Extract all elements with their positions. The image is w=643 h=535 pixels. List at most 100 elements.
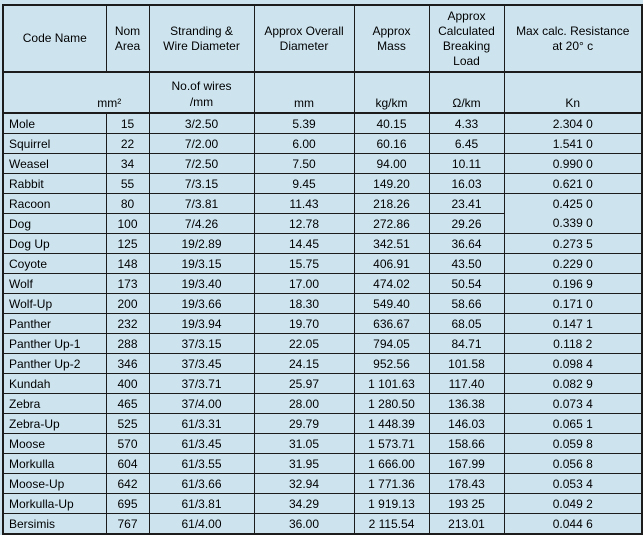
- cell-overall-diameter: 17.00: [253, 273, 355, 294]
- cell-breaking-load: 68.05: [428, 313, 505, 334]
- cell-stranding: 61/3.66: [148, 473, 255, 494]
- cell-overall-diameter: 31.05: [253, 433, 355, 454]
- cell-overall-diameter: 28.00: [253, 393, 355, 414]
- cell-nom-area: 173: [105, 273, 150, 294]
- cell-code-name: Wolf-Up: [2, 293, 107, 314]
- table-row: Wolf-Up 200 19/3.66 18.30 549.40 58.66 0.171 0: [2, 293, 643, 314]
- table-row: Moose-Up 642 61/3.66 32.94 1 771.36 178.43 0.0…: [2, 473, 643, 494]
- cell-overall-diameter: 32.94: [253, 473, 355, 494]
- cell-resistance: 0.056 8: [503, 453, 643, 474]
- conductor-table: Code Name Nom Area Stranding & Wire Diam…: [2, 4, 643, 535]
- cell-mass: 342.51: [353, 233, 430, 254]
- cell-breaking-load: 6.45: [428, 133, 505, 154]
- units-row: mm² No.of wires /mm mm kg/km Ω/km Kn: [2, 71, 643, 114]
- cell-breaking-load: 23.41: [428, 193, 505, 214]
- cell-nom-area: 55: [105, 173, 150, 194]
- cell-resistance: 0.171 0: [503, 293, 643, 314]
- table-row: Bersimis 767 61/4.00 36.00 2 115.54 213.01 0.0…: [2, 513, 643, 535]
- col-header-mass: Approx Mass: [353, 4, 430, 73]
- cell-mass: 1 573.71: [353, 433, 430, 454]
- cell-nom-area: 232: [105, 313, 150, 334]
- cell-resistance: 0.065 1: [503, 413, 643, 434]
- cell-resistance: 0.273 5: [503, 233, 643, 254]
- cell-breaking-load: 146.03: [428, 413, 505, 434]
- table-row: Morkulla-Up 695 61/3.81 34.29 1 919.13 193 25…: [2, 493, 643, 514]
- cell-stranding: 37/3.15: [148, 333, 255, 354]
- cell-nom-area: 288: [105, 333, 150, 354]
- cell-stranding: 19/3.66: [148, 293, 255, 314]
- cell-breaking-load: 178.43: [428, 473, 505, 494]
- cell-overall-diameter: 36.00: [253, 513, 355, 535]
- unit-resistance: Kn: [503, 71, 643, 114]
- cell-resistance: 0.053 4: [503, 473, 643, 494]
- cell-nom-area: 15: [105, 112, 150, 134]
- cell-code-name: Squirrel: [2, 133, 107, 154]
- cell-code-name: Dog: [2, 213, 107, 234]
- cell-nom-area: 525: [105, 413, 150, 434]
- cell-nom-area: 642: [105, 473, 150, 494]
- cell-resistance: 0.196 9: [503, 273, 643, 294]
- cell-overall-diameter: 24.15: [253, 353, 355, 374]
- cell-code-name: Coyote: [2, 253, 107, 274]
- cell-stranding: 19/2.89: [148, 233, 255, 254]
- cell-resistance: 0.339 0: [503, 213, 643, 234]
- cell-resistance: 0.082 9: [503, 373, 643, 394]
- cell-mass: 60.16: [353, 133, 430, 154]
- cell-resistance: 0.990 0: [503, 153, 643, 174]
- col-header-stranding: Stranding & Wire Diameter: [148, 4, 255, 73]
- cell-stranding: 19/3.94: [148, 313, 255, 334]
- table-row: Panther Up-1 288 37/3.15 22.05 794.05 84.71 0.…: [2, 333, 643, 354]
- cell-stranding: 61/3.81: [148, 493, 255, 514]
- cell-overall-diameter: 19.70: [253, 313, 355, 334]
- cell-overall-diameter: 29.79: [253, 413, 355, 434]
- cell-breaking-load: 213.01: [428, 513, 505, 535]
- cell-resistance: 0.098 4: [503, 353, 643, 374]
- table-row: Panther 232 19/3.94 19.70 636.67 68.05 0.147 1: [2, 313, 643, 334]
- cell-resistance: 0.118 2: [503, 333, 643, 354]
- cell-code-name: Panther: [2, 313, 107, 334]
- cell-nom-area: 400: [105, 373, 150, 394]
- header-label: Stranding &: [170, 23, 233, 38]
- cell-stranding: 37/4.00: [148, 393, 255, 414]
- cell-resistance: 0.059 8: [503, 433, 643, 454]
- cell-code-name: Zebra: [2, 393, 107, 414]
- cell-resistance: 0.073 4: [503, 393, 643, 414]
- cell-stranding: 37/3.45: [148, 353, 255, 374]
- unit-diameter: mm: [253, 71, 355, 114]
- cell-stranding: 3/2.50: [148, 112, 255, 134]
- cell-resistance: 0.621 0: [503, 173, 643, 194]
- cell-stranding: 7/2.50: [148, 153, 255, 174]
- table-row: Morkulla 604 61/3.55 31.95 1 666.00 167.99 0.0…: [2, 453, 643, 474]
- unit-mass: kg/km: [353, 71, 430, 114]
- cell-breaking-load: 36.64: [428, 233, 505, 254]
- cell-resistance: 0.049 2: [503, 493, 643, 514]
- cell-mass: 94.00: [353, 153, 430, 174]
- table-row: Mole 15 3/2.50 5.39 40.15 4.33 2.304 0: [2, 112, 643, 134]
- cell-stranding: 7/2.00: [148, 133, 255, 154]
- col-header-breaking-load: Approx Calculated Breaking Load: [428, 4, 505, 73]
- unit-label: /mm: [189, 95, 214, 109]
- cell-overall-diameter: 6.00: [253, 133, 355, 154]
- cell-mass: 549.40: [353, 293, 430, 314]
- cell-breaking-load: 117.40: [428, 373, 505, 394]
- col-header-code-name: Code Name: [2, 4, 107, 73]
- header-label: Approx: [447, 8, 486, 23]
- cell-nom-area: 465: [105, 393, 150, 414]
- cell-code-name: Wolf: [2, 273, 107, 294]
- cell-resistance: 0.147 1: [503, 313, 643, 334]
- cell-breaking-load: 167.99: [428, 453, 505, 474]
- header-label: Mass: [377, 38, 406, 53]
- table-row: Panther Up-2 346 37/3.45 24.15 952.56 101.58 0…: [2, 353, 643, 374]
- table-row: Zebra 465 37/4.00 28.00 1 280.50 136.38 0.073 …: [2, 393, 643, 414]
- cell-stranding: 7/3.81: [148, 193, 255, 214]
- cell-stranding: 61/4.00: [148, 513, 255, 535]
- cell-code-name: Zebra-Up: [2, 413, 107, 434]
- cell-nom-area: 22: [105, 133, 150, 154]
- cell-mass: 794.05: [353, 333, 430, 354]
- table-row: Dog 100 7/4.26 12.78 272.86 29.26 0.339 0: [2, 213, 643, 234]
- cell-resistance: 0.044 6: [503, 513, 643, 535]
- col-header-nom-area: Nom Area: [105, 4, 150, 73]
- cell-mass: 636.67: [353, 313, 430, 334]
- cell-code-name: Rabbit: [2, 173, 107, 194]
- cell-breaking-load: 10.11: [428, 153, 505, 174]
